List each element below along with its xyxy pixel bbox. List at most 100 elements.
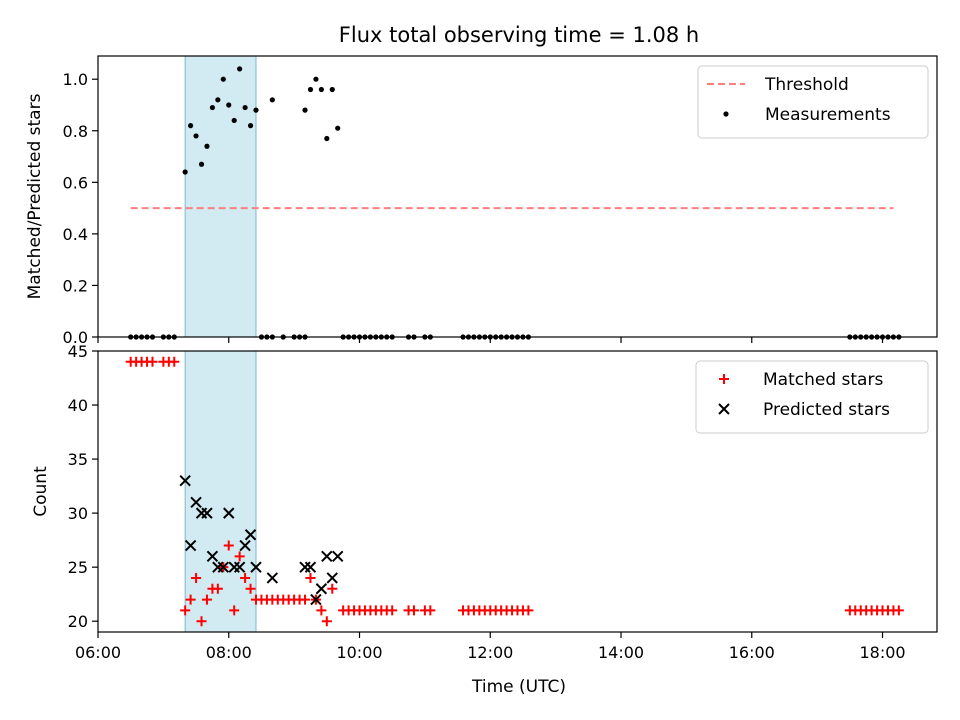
y-tick-label: 0.4 <box>63 225 88 244</box>
y-tick-label: 40 <box>68 396 88 415</box>
data-point <box>201 594 212 605</box>
count-panel: 20 25 30 35 40 45 06:00 08:00 10:00 12:00 14:00 16:… <box>31 342 938 662</box>
data-point <box>190 496 202 509</box>
data-point <box>329 86 335 93</box>
y-tick-label: 0.6 <box>63 173 88 192</box>
data-point <box>226 102 232 108</box>
x-tick-label: 16:00 <box>729 643 775 662</box>
ratio-panel: 0.0 0.2 0.4 0.6 0.8 1.0 Matched/Predicted star… <box>25 55 938 347</box>
data-point <box>223 540 234 551</box>
y-tick-label: 45 <box>68 342 88 361</box>
legend-marker <box>723 111 729 117</box>
x-tick-label: 12:00 <box>467 643 513 662</box>
axes-frame <box>97 350 938 633</box>
y-tick-label: 0.8 <box>63 122 88 141</box>
data-point <box>269 97 275 103</box>
data-point <box>315 583 328 595</box>
data-point <box>147 356 158 367</box>
data-point <box>201 507 213 519</box>
y-tick-label: 25 <box>68 558 88 577</box>
y-axis-label: Count <box>31 466 51 517</box>
data-point <box>204 143 210 149</box>
data-point <box>523 605 534 616</box>
data-point <box>217 561 230 573</box>
data-point <box>332 550 344 563</box>
data-point <box>408 605 419 616</box>
data-point <box>321 550 333 563</box>
data-point <box>234 551 245 562</box>
data-point <box>193 133 199 139</box>
x-tick-label: 10:00 <box>336 643 382 662</box>
observing-span <box>184 55 257 338</box>
data-point <box>307 86 314 93</box>
data-point <box>198 161 205 167</box>
data-point <box>237 66 243 72</box>
y-tick-label: 0.0 <box>63 328 88 347</box>
data-point <box>191 572 202 583</box>
legend: Matched stars Predicted stars <box>695 360 929 434</box>
data-point <box>212 583 223 594</box>
data-point <box>387 605 398 616</box>
figure-title: Flux total observing time = 1.08 h <box>339 23 699 47</box>
data-point <box>196 616 207 627</box>
legend-box <box>697 65 929 139</box>
data-point <box>310 593 322 606</box>
data-point <box>180 605 191 616</box>
data-point <box>245 583 256 594</box>
data-point <box>327 583 338 594</box>
data-point <box>299 561 311 573</box>
legend: Threshold Measurements <box>697 65 929 139</box>
data-point <box>231 117 237 124</box>
data-point <box>184 539 197 552</box>
data-point <box>242 104 248 111</box>
data-point <box>179 474 191 487</box>
legend-label: Measurements <box>765 105 891 125</box>
legend-label: Predicted stars <box>763 400 890 420</box>
x-tick-label: 06:00 <box>75 643 121 662</box>
data-point <box>220 76 226 82</box>
data-point <box>316 605 327 616</box>
data-point <box>305 572 316 583</box>
y-tick-label: 30 <box>68 504 88 523</box>
matched-stars-series <box>125 356 904 627</box>
x-tick-label: 18:00 <box>859 643 905 662</box>
observing-span <box>184 350 257 633</box>
data-point <box>188 123 194 129</box>
data-point <box>239 539 251 552</box>
data-point <box>247 123 254 129</box>
data-point <box>182 169 188 175</box>
data-point <box>326 572 338 584</box>
data-point <box>302 107 308 113</box>
x-tick-label: 08:00 <box>206 643 252 662</box>
data-point <box>250 561 262 573</box>
data-point <box>229 605 240 616</box>
data-point <box>304 561 317 573</box>
x-tick-label: 14:00 <box>598 643 644 662</box>
data-point <box>185 594 196 605</box>
x-axis-label: Time (UTC) <box>471 677 566 697</box>
y-tick-label: 1.0 <box>63 70 88 89</box>
data-point <box>318 86 324 93</box>
data-point <box>321 616 332 627</box>
y-tick-label: 20 <box>68 612 88 631</box>
legend-label: Matched stars <box>763 370 883 390</box>
data-point <box>206 550 219 563</box>
data-point <box>335 125 341 131</box>
data-point <box>233 561 246 573</box>
legend-box <box>695 360 929 434</box>
data-point <box>266 572 279 584</box>
y-tick-label: 0.2 <box>63 276 88 295</box>
data-point <box>244 529 257 541</box>
data-point <box>300 594 311 605</box>
data-point <box>313 76 319 82</box>
y-tick-label: 35 <box>68 450 88 469</box>
legend-marker <box>719 374 729 384</box>
data-point <box>240 572 251 583</box>
predicted-stars-series <box>179 474 344 606</box>
data-point <box>169 356 180 367</box>
data-point <box>893 605 904 616</box>
legend-label: Threshold <box>764 75 849 95</box>
axes-frame <box>97 55 938 338</box>
data-point <box>425 605 436 616</box>
